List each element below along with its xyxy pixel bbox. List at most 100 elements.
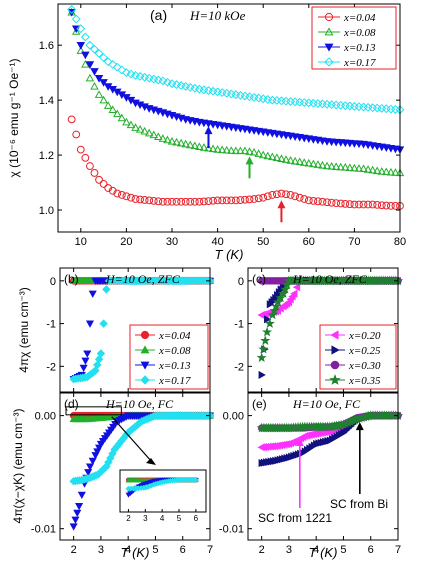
legend-marker — [329, 374, 341, 385]
data-point — [290, 289, 298, 298]
data-point — [112, 62, 122, 72]
data-point — [149, 196, 158, 205]
data-point — [79, 364, 88, 372]
data-point — [345, 200, 354, 209]
data-point — [258, 370, 266, 379]
data-point — [240, 146, 250, 155]
data-point — [99, 319, 108, 328]
legend-marker — [330, 360, 340, 370]
series-x=0.13 — [67, 9, 405, 155]
data-point — [213, 196, 222, 205]
data-point — [140, 126, 149, 135]
data-point — [108, 186, 117, 195]
arrow-head — [277, 200, 286, 209]
inset: 2 3 4 5 6 — [119, 469, 207, 523]
x-tick-label: 80 — [394, 236, 406, 248]
data-point — [341, 163, 350, 171]
series-x=0.04 — [67, 115, 404, 210]
data-point — [368, 165, 377, 174]
data-point — [341, 199, 350, 208]
data-point — [218, 196, 227, 205]
data-point — [249, 147, 259, 156]
panel-title: H=10 Oe, FC — [105, 397, 174, 411]
y-tick-label: 1.6 — [39, 40, 54, 52]
data-point — [117, 191, 126, 199]
data-point — [236, 196, 245, 204]
legend-label: x=0.17 — [343, 57, 376, 69]
data-point — [336, 199, 345, 208]
data-point — [67, 5, 77, 14]
y-tick-label: -1 — [46, 319, 56, 331]
arrow-head — [295, 437, 304, 446]
y-tick-label: -0.01 — [219, 524, 244, 536]
data-point — [264, 318, 275, 328]
panel-label: (a) — [150, 7, 167, 23]
data-point — [309, 159, 318, 168]
data-point — [177, 197, 186, 206]
data-point — [176, 138, 186, 147]
x-tick-label: 5 — [340, 544, 346, 556]
plot-frame — [59, 267, 211, 393]
data-point — [131, 123, 140, 131]
data-point — [94, 74, 104, 83]
data-point — [256, 352, 267, 363]
data-point — [99, 95, 108, 104]
legend-label: x=0.13 — [158, 360, 191, 372]
legend-label: x=0.13 — [343, 42, 376, 54]
legend-label: x=0.30 — [348, 360, 381, 372]
y-tick-label: 1.0 — [39, 205, 54, 217]
data-point — [267, 309, 278, 320]
data-point — [99, 180, 108, 188]
data-point — [83, 350, 92, 358]
x-axis-label: T (K) — [121, 545, 150, 560]
legend: x=0.04 x=0.08 x=0.13 x=0.17 — [129, 324, 209, 390]
data-point — [85, 463, 95, 471]
data-point — [85, 61, 95, 69]
x-tick-label: 7 — [207, 544, 213, 556]
data-point — [282, 279, 293, 290]
data-point — [69, 523, 78, 531]
data-point — [117, 65, 127, 75]
y-tick-label: -2 — [234, 361, 244, 373]
data-point — [195, 142, 204, 151]
data-point — [327, 161, 336, 170]
data-point — [245, 147, 254, 155]
data-point — [181, 197, 190, 206]
inset-tick-label: 3 — [143, 514, 148, 523]
data-point — [76, 46, 86, 54]
data-point — [258, 150, 268, 159]
data-point — [382, 167, 391, 176]
data-point — [71, 27, 81, 35]
data-point — [135, 125, 145, 133]
panel-label: (d) — [64, 397, 79, 411]
x-tick-label: 6 — [368, 544, 374, 556]
legend-label: x=0.35 — [348, 375, 381, 387]
legend-marker — [331, 345, 340, 355]
data-point — [181, 139, 190, 148]
x-tick-label: 20 — [120, 236, 132, 248]
x-tick-label: 3 — [98, 544, 104, 556]
panel-title: H=10 Oe, ZFC — [105, 272, 181, 286]
legend-marker — [140, 330, 150, 340]
legend-marker — [140, 375, 150, 385]
data-point — [90, 68, 99, 76]
data-point — [259, 193, 268, 202]
data-point — [144, 128, 154, 137]
x-tick-label: 6 — [180, 544, 186, 556]
plot-frame — [247, 392, 399, 541]
x-tick-label: 3 — [286, 544, 292, 556]
data-point — [158, 76, 168, 86]
data-point — [386, 202, 395, 210]
data-point — [290, 156, 300, 165]
data-point — [126, 69, 136, 79]
data-point — [200, 197, 208, 206]
data-point — [391, 202, 400, 210]
data-point — [254, 149, 263, 157]
x-tick-label: 7 — [395, 544, 401, 556]
data-point — [286, 191, 295, 199]
data-point — [377, 167, 387, 175]
data-point — [350, 200, 359, 209]
inset-tick-label: 4 — [160, 514, 165, 523]
data-point — [94, 49, 104, 58]
y-tick-label: 0.00 — [35, 411, 56, 423]
